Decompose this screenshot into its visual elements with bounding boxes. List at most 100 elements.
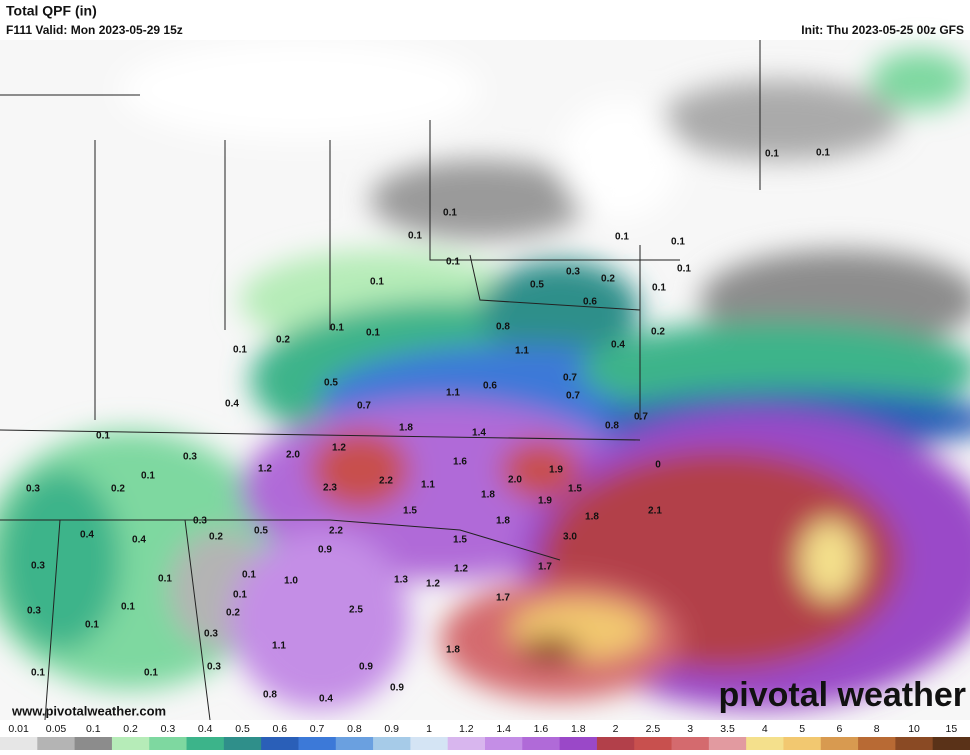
colorbar-swatch [37, 737, 76, 750]
colorbar-swatch [149, 737, 188, 750]
colorbar-swatch [895, 737, 934, 750]
title: Total QPF (in) [6, 3, 97, 19]
map-label: 0.3 [27, 606, 41, 617]
colorbar-swatch [0, 737, 38, 750]
init-time: Init: Thu 2023-05-25 00z GFS [801, 23, 964, 37]
map-label: 3.0 [563, 532, 577, 543]
map-label: 1.8 [399, 423, 413, 434]
colorbar-swatch [671, 737, 710, 750]
colorbar-label: 0.8 [347, 723, 362, 735]
map-label: 0.1 [121, 602, 135, 613]
colorbar-swatch [820, 737, 859, 750]
colorbar-label: 8 [874, 723, 880, 735]
map-label: 0.4 [319, 694, 333, 705]
map-label: 0.5 [530, 280, 544, 291]
colorbar-swatch [746, 737, 784, 750]
colorbar-swatch [186, 737, 225, 750]
colorbar-label: 0.7 [310, 723, 325, 735]
map-label: 1.7 [538, 562, 552, 573]
map-label: 1.8 [585, 512, 599, 523]
map-label: 1.1 [515, 346, 529, 357]
map-label: 0.2 [209, 532, 223, 543]
colorbar-label: 0.3 [161, 723, 176, 735]
colorbar-swatch [708, 737, 747, 750]
colorbar-swatch [522, 737, 561, 750]
map-label: 1.8 [496, 516, 510, 527]
colorbar-label: 0.05 [46, 723, 67, 735]
colorbar-label: 1.2 [459, 723, 474, 735]
colorbar-label: 3.5 [720, 723, 735, 735]
colorbar-swatch [634, 737, 673, 750]
map-label: 0.7 [357, 401, 371, 412]
map-label: 0.1 [370, 277, 384, 288]
colorbar-label: 2 [613, 723, 619, 735]
map-label: 0.1 [242, 570, 256, 581]
map-label: 1.2 [258, 464, 272, 475]
map-label: 0.7 [563, 373, 577, 384]
map-label: 1.2 [454, 564, 468, 575]
map-label: 1.5 [568, 484, 582, 495]
map-label: 0.7 [634, 412, 648, 423]
colorbar-label: 4 [762, 723, 768, 735]
map-label: 0.1 [96, 431, 110, 442]
map-label: 0.1 [85, 620, 99, 631]
map-label: 2.5 [349, 605, 363, 616]
valid-time: F111 Valid: Mon 2023-05-29 15z [6, 23, 183, 37]
colorbar-swatch [485, 737, 523, 750]
colorbar-label: 3 [687, 723, 693, 735]
colorbar-swatch [261, 737, 299, 750]
map-label: 0.3 [31, 561, 45, 572]
map-label: 2.0 [286, 450, 300, 461]
map-label: 0.2 [651, 327, 665, 338]
map-label: 0.3 [183, 452, 197, 463]
map-label: 1.8 [481, 490, 495, 501]
colorbar-swatch [783, 737, 822, 750]
map-label: 0.1 [677, 264, 691, 275]
map-label: 0.1 [330, 323, 344, 334]
map-label: 0.4 [611, 340, 625, 351]
colorbar-label: 2.5 [646, 723, 661, 735]
map-label: 1.9 [549, 465, 563, 476]
map-label: 1.7 [496, 593, 510, 604]
map-label: 0.1 [816, 148, 830, 159]
map-label: 0.1 [158, 574, 172, 585]
map-label: 1.9 [538, 496, 552, 507]
website: www.pivotalweather.com [11, 703, 166, 718]
map-label: 1.4 [472, 428, 486, 439]
colorbar-label: 1 [426, 723, 432, 735]
map-label: 0.2 [226, 608, 240, 619]
colorbar-label: 1.6 [534, 723, 549, 735]
map-label: 0.4 [225, 399, 239, 410]
map-label: 0.1 [671, 237, 685, 248]
map-label: 0.6 [583, 297, 597, 308]
map-label: 0.1 [366, 328, 380, 339]
map-label: 1.5 [403, 506, 417, 517]
map-label: 0.1 [31, 668, 45, 679]
map-label: 0.4 [80, 530, 94, 541]
map-label: 0.3 [204, 629, 218, 640]
colorbar-label: 0.5 [235, 723, 250, 735]
colorbar-label: 10 [908, 723, 920, 735]
map-label: 0.2 [601, 274, 615, 285]
map-label: 0.3 [207, 662, 221, 673]
map-label: 0.1 [144, 668, 158, 679]
map-label: 0.3 [193, 516, 207, 527]
map-label: 0 [655, 460, 661, 471]
colorbar-swatch [373, 737, 411, 750]
map-label: 1.0 [284, 576, 298, 587]
colorbar-label: 0.6 [273, 723, 288, 735]
colorbar-label: 1.4 [496, 723, 511, 735]
colorbar-swatch [932, 737, 970, 750]
colorbar-swatch [858, 737, 896, 750]
map-label: 1.3 [394, 575, 408, 586]
map-label: 0.4 [132, 535, 146, 546]
map-label: 0.8 [496, 322, 510, 333]
logo: pivotal weather [718, 676, 966, 714]
map-label: 0.1 [141, 471, 155, 482]
map-label: 1.5 [453, 535, 467, 546]
map-label: 0.1 [233, 590, 247, 601]
map-label: 1.8 [446, 645, 460, 656]
map-label: 1.1 [421, 480, 435, 491]
colorbar-swatch [111, 737, 150, 750]
map-label: 0.1 [233, 345, 247, 356]
